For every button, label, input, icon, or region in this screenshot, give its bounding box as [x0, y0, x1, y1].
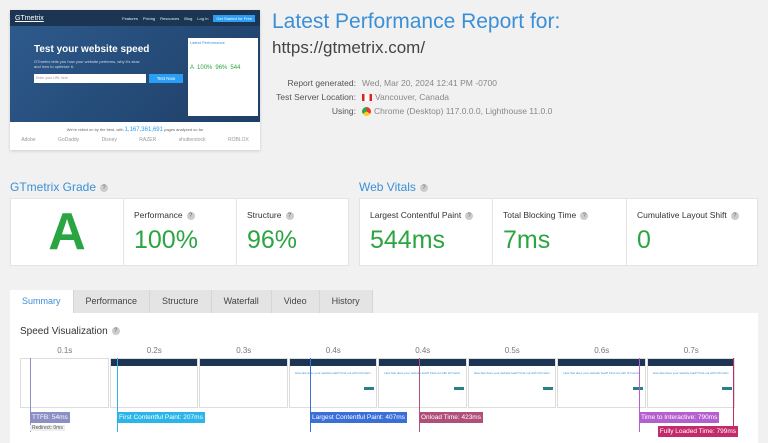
nav-cta: Get Started for Free [213, 14, 255, 22]
marker-line [310, 358, 311, 432]
filmstrip-frame[interactable] [20, 358, 109, 408]
timeline-tick: 0.1s [57, 346, 73, 355]
timeline-tick: 0.3s [236, 346, 252, 355]
help-icon[interactable]: ? [100, 183, 109, 192]
filmstrip-frame[interactable]: How fast does your website load? Find ou… [646, 358, 735, 408]
brand: GoDaddy [58, 137, 80, 143]
marker-line [30, 358, 31, 432]
frame-text: How fast does your website load? Find ou… [294, 371, 371, 375]
mini-value: 544 [230, 65, 241, 71]
nav-item: Pricing [142, 15, 156, 21]
redirect-label: Redirect: 0ms [30, 425, 65, 431]
timeline-tick: 0.7s [683, 346, 699, 355]
tab-history[interactable]: History [319, 290, 373, 313]
nav-item: Blog [184, 15, 193, 21]
report-tabs: Summary Performance Structure Waterfall … [10, 290, 373, 313]
mini-value: 96% [215, 65, 228, 71]
structure-metric: Structure? 96% [236, 199, 350, 265]
brand: Disney [101, 137, 117, 143]
timeline-tick: 0.4s [325, 346, 341, 355]
filmstrip-frame[interactable] [199, 358, 288, 408]
grade-card: A Performance? 100% Structure? 96% [10, 198, 349, 266]
speed-visualization-heading: Speed Visualization? [20, 326, 120, 337]
filmstrip-frame[interactable] [109, 358, 198, 408]
nav-item: Log In [197, 15, 209, 21]
tbt-metric: Total Blocking Time? 7ms [492, 199, 626, 265]
site-screenshot: GTmetrix Features Pricing Resources Blog… [10, 10, 260, 150]
meta-using: Using: Chrome (Desktop) 117.0.0.0, Lighth… [331, 106, 553, 116]
thumb-nav: GTmetrix Features Pricing Resources Blog… [10, 10, 260, 26]
report-title: Latest Performance Report for: [272, 10, 561, 33]
help-icon[interactable]: ? [111, 327, 120, 336]
timeline-tick: 0.4s [415, 346, 431, 355]
cls-metric: Cumulative Layout Shift? 0 [626, 199, 759, 265]
canada-flag-icon [362, 93, 372, 101]
timeline-tick: 0.5s [504, 346, 520, 355]
vitals-card: Largest Contentful Paint? 544ms Total Blo… [359, 198, 758, 266]
marker-line [639, 358, 640, 432]
logo: GTmetrix [15, 14, 44, 22]
thumb-input: Enter your URL here [34, 74, 146, 83]
marker-line [733, 358, 734, 432]
tab-structure[interactable]: Structure [150, 290, 212, 313]
help-icon[interactable]: ? [465, 211, 474, 220]
frame-text: How fast does your website load? Find ou… [652, 371, 729, 375]
meta-generated: Report generated: Wed, Mar 20, 2024 12:41… [287, 78, 497, 88]
help-icon[interactable]: ? [285, 211, 294, 220]
frame-text: How fast does your website load? Find ou… [563, 371, 640, 375]
thumb-brands: Adobe GoDaddy Disney RAZER shutterstock … [10, 137, 260, 143]
nav-item: Resources [160, 15, 180, 21]
filmstrip-frame[interactable]: How fast does your website load? Find ou… [557, 358, 646, 408]
tab-video[interactable]: Video [271, 290, 320, 313]
marker-line [117, 358, 118, 432]
brand: ROBLOX [227, 137, 249, 143]
thumb-sub: GTmetrix tells you how your website perf… [34, 59, 140, 69]
frame-text: How fast does your website load? Find ou… [384, 371, 461, 375]
report-url: https://gtmetrix.com/ [272, 38, 426, 57]
marker-badge: Largest Contentful Paint: 407ms [310, 412, 407, 423]
thumb-mini-report: Latest Performance A 100% 96% 544 [188, 38, 258, 116]
mini-title: Latest Performance [190, 40, 225, 45]
mini-value: A [190, 65, 195, 71]
frame-text: How fast does your website load? Find ou… [473, 371, 550, 375]
tab-summary[interactable]: Summary [10, 290, 74, 313]
tab-performance[interactable]: Performance [73, 290, 151, 313]
thumb-hero: Test your website speed GTmetrix tells y… [10, 26, 260, 122]
vitals-heading: Web Vitals? [359, 180, 428, 194]
grade-letter: A [48, 203, 86, 261]
meta-location: Test Server Location: Vancouver, Canada [276, 92, 450, 102]
filmstrip-frame[interactable]: How fast does your website load? Find ou… [378, 358, 467, 408]
filmstrip-frame[interactable]: How fast does your website load? Find ou… [467, 358, 556, 408]
marker-line [419, 358, 420, 432]
thumb-headline: Test your website speed [34, 44, 150, 55]
brand: Adobe [21, 137, 36, 143]
help-icon[interactable]: ? [186, 211, 195, 220]
performance-metric: Performance? 100% [123, 199, 236, 265]
marker-badge: First Contentful Paint: 207ms [117, 412, 205, 423]
timeline-tick: 0.2s [146, 346, 162, 355]
marker-badge: Onload Time: 423ms [419, 412, 483, 423]
help-icon[interactable]: ? [730, 211, 739, 220]
thumb-button: Test Now [149, 74, 183, 83]
chrome-icon [362, 106, 371, 116]
timeline-tick: 0.6s [594, 346, 610, 355]
marker-badge: TTFB: 54ms [30, 412, 70, 423]
brand: RAZER [139, 137, 157, 143]
brand: shutterstock [178, 137, 206, 143]
help-icon[interactable]: ? [580, 211, 589, 220]
nav-item: Features [122, 15, 138, 21]
thumb-stats: We're relied on by the best, with 1,167,… [66, 127, 204, 133]
tab-waterfall[interactable]: Waterfall [211, 290, 272, 313]
marker-badge: Time to Interactive: 790ms [639, 412, 720, 423]
mini-value: 100% [197, 65, 213, 71]
lcp-metric: Largest Contentful Paint? 544ms [359, 199, 492, 265]
help-icon[interactable]: ? [419, 183, 428, 192]
filmstrip-frame[interactable]: How fast does your website load? Find ou… [288, 358, 377, 408]
grade-heading: GTmetrix Grade? [10, 180, 109, 194]
